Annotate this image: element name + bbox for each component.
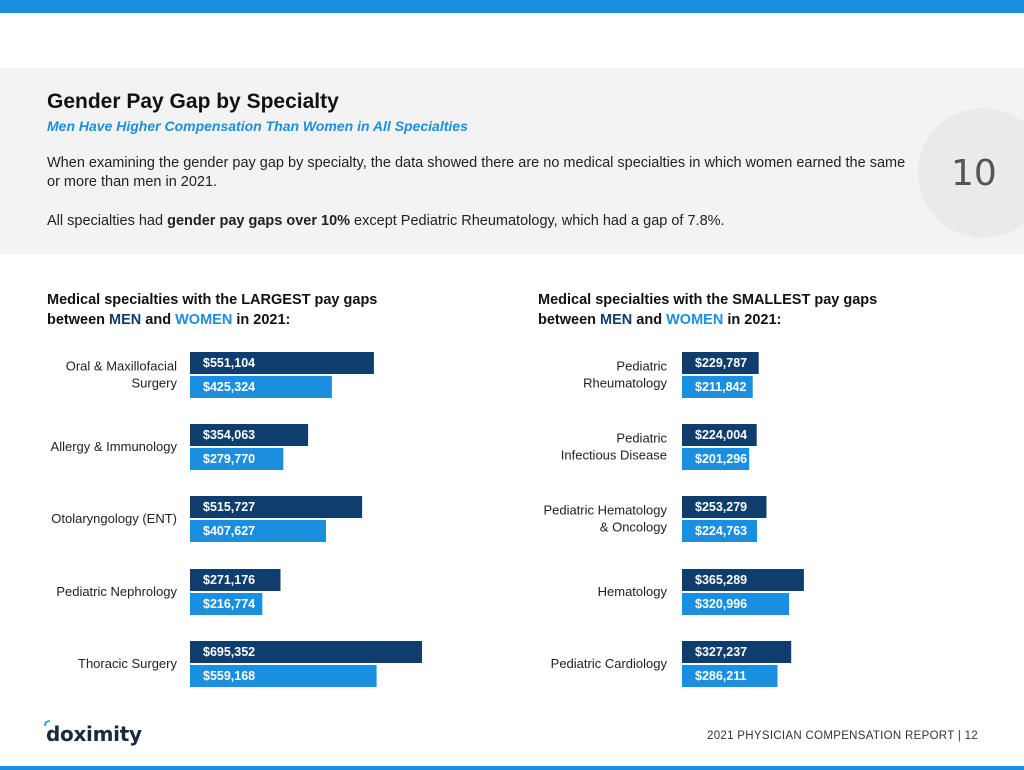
right-bar-label-men-4: $327,237 (695, 645, 747, 659)
right-category-label-0-0: Pediatric (616, 359, 667, 374)
left-bar-women-1 (190, 448, 284, 470)
right-bar-men-2 (682, 496, 767, 518)
left-category-label-1-0: Allergy & Immunology (51, 439, 178, 454)
right-bar-label-women-2: $224,763 (695, 524, 747, 538)
right-bar-label-women-0: $211,842 (695, 380, 746, 394)
doximity-logo-icon (44, 720, 51, 727)
left-bar-men-2 (190, 496, 363, 518)
left-title-and: and (141, 312, 176, 328)
right-bar-label-men-1: $224,004 (695, 428, 747, 442)
bottom-accent-bar (0, 766, 1024, 770)
left-bar-women-0 (190, 376, 332, 398)
right-bar-men-4 (682, 641, 792, 663)
left-bar-label-men-1: $354,063 (203, 428, 255, 442)
left-title-men: MEN (109, 312, 142, 328)
right-title-between: between (538, 312, 601, 328)
left-bar-label-women-0: $425,324 (203, 380, 255, 394)
right-title-line1: Medical specialties with the SMALLEST pa… (538, 292, 878, 308)
left-category-label-2-0: Otolaryngology (ENT) (51, 511, 177, 526)
left-bar-men-0 (190, 352, 374, 374)
left-bar-women-4 (190, 665, 377, 687)
right-category-label-2-0: Pediatric Hematology (543, 503, 667, 518)
left-bar-men-3 (190, 569, 281, 591)
right-title-men: MEN (600, 312, 633, 328)
page-badge-circle (918, 108, 1024, 238)
left-bar-label-men-4: $695,352 (203, 645, 255, 659)
right-title-line2: between MEN and WOMEN in 2021: (538, 310, 877, 330)
left-bar-label-women-1: $279,770 (203, 452, 255, 466)
left-title-women: WOMEN (175, 312, 233, 328)
left-bar-women-3 (190, 593, 263, 615)
right-bar-women-0 (682, 376, 753, 398)
left-title-between: between (47, 312, 110, 328)
right-category-label-2-1: & Oncology (600, 520, 668, 535)
left-bar-label-men-2: $515,727 (203, 500, 255, 514)
page-subtitle: Men Have Higher Compensation Than Women … (47, 118, 468, 134)
left-bar-men-4 (190, 641, 422, 663)
right-category-label-4-0: Pediatric Cardiology (551, 656, 668, 671)
intro-paragraph-2: All specialties had gender pay gaps over… (47, 212, 917, 231)
right-title-women: WOMEN (666, 312, 724, 328)
para2-bold: gender pay gaps over 10% (167, 213, 351, 229)
left-bar-men-1 (190, 424, 309, 446)
right-bar-men-3 (682, 569, 804, 591)
right-title-end: in 2021: (723, 312, 782, 328)
footer-report-label: 2021 PHYSICIAN COMPENSATION REPORT | 12 (707, 730, 978, 742)
page-title: Gender Pay Gap by Specialty (47, 90, 339, 113)
para2-pre: All specialties had (47, 213, 168, 229)
left-category-label-4-0: Thoracic Surgery (78, 656, 177, 671)
right-bar-label-men-0: $229,787 (695, 356, 747, 370)
left-bar-label-men-0: $551,104 (203, 356, 255, 370)
doximity-logo: doximity (46, 722, 142, 746)
right-bar-label-men-2: $253,279 (695, 500, 747, 514)
right-bar-label-women-3: $320,996 (695, 597, 747, 611)
right-bar-women-4 (682, 665, 778, 687)
right-title-and: and (632, 312, 667, 328)
left-category-label-0-0: Oral & Maxillofacial (66, 359, 177, 374)
left-bar-women-2 (190, 520, 326, 542)
right-bar-label-women-1: $201,296 (695, 452, 747, 466)
left-bar-label-women-3: $216,774 (203, 597, 255, 611)
left-title-line1: Medical specialties with the LARGEST pay… (47, 292, 378, 308)
left-category-label-3-0: Pediatric Nephrology (56, 584, 177, 599)
right-bar-women-2 (682, 520, 757, 542)
page-badge-number: 10 (951, 153, 997, 194)
left-title-line2: between MEN and WOMEN in 2021: (47, 310, 377, 330)
right-bar-label-women-4: $286,211 (695, 669, 746, 683)
right-category-label-1-0: Pediatric (616, 431, 667, 446)
right-category-label-1-1: Infectious Disease (561, 448, 667, 463)
right-category-label-0-1: Rheumatology (583, 376, 667, 391)
left-category-label-0-1: Surgery (131, 376, 177, 391)
right-category-label-3-0: Hematology (598, 584, 668, 599)
top-accent-bar (0, 0, 1024, 13)
right-bar-women-3 (682, 593, 790, 615)
intro-paragraph-1: When examining the gender pay gap by spe… (47, 155, 906, 190)
left-panel-title: Medical specialties with the LARGEST pay… (47, 290, 377, 330)
para2-post: except Pediatric Rheumatology, which had… (350, 213, 725, 229)
intro-section: Gender Pay Gap by Specialty Men Have Hig… (0, 68, 1024, 254)
right-bar-men-0 (682, 352, 759, 374)
left-bar-label-women-2: $407,627 (203, 524, 255, 538)
right-bar-men-1 (682, 424, 757, 446)
right-panel-title: Medical specialties with the SMALLEST pa… (538, 290, 877, 330)
right-bar-women-1 (682, 448, 750, 470)
right-bar-label-men-3: $365,289 (695, 573, 747, 587)
left-bar-label-men-3: $271,176 (203, 573, 255, 587)
left-bar-label-women-4: $559,168 (203, 669, 255, 683)
left-title-end: in 2021: (232, 312, 291, 328)
